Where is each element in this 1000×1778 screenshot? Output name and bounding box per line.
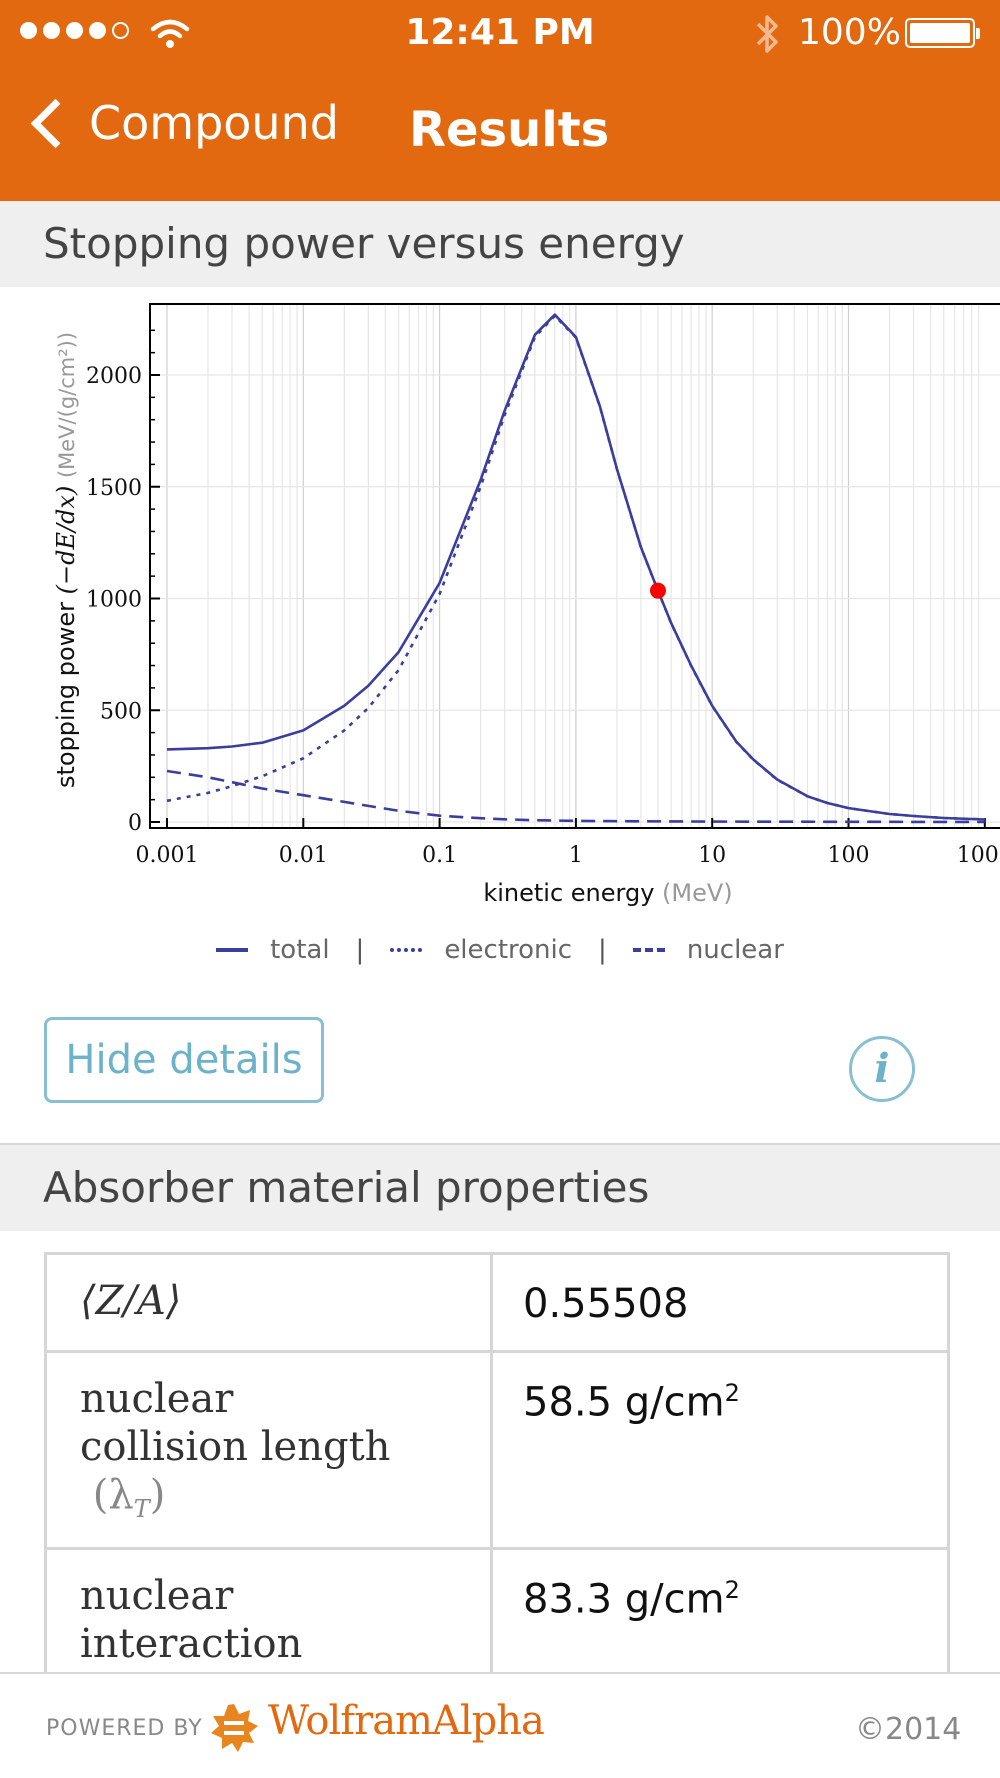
status-bar: 12:41 PM 100% — [0, 0, 1000, 66]
chart-grid — [150, 304, 1000, 828]
y-axis-label-text: stopping power — [52, 602, 80, 788]
page-title: Results — [409, 102, 610, 158]
battery-icon — [905, 18, 980, 48]
property-symbol: (λT) — [92, 1472, 166, 1523]
x-tick-label: 0.001 — [136, 843, 199, 868]
powered-by-label: POWERED BY — [46, 1716, 203, 1741]
current-energy-marker-group — [649, 582, 666, 599]
info-icon[interactable]: i — [849, 1036, 915, 1102]
table-row: ⟨Z/A⟩ 0.55508 — [44, 1252, 950, 1353]
chevron-left-icon — [30, 98, 81, 148]
legend-label-electronic: electronic — [444, 935, 573, 965]
footer: POWERED BY WolframAlpha ©2014 — [0, 1672, 1000, 1778]
section-divider — [0, 1143, 1000, 1145]
legend-label-total: total — [270, 935, 330, 965]
legend-item-total: total — [216, 935, 330, 965]
table-row: nuclear collision length (λT) 58.5 g/cm2 — [44, 1350, 950, 1550]
signal-dot — [66, 22, 83, 39]
section-header-stopping-power: Stopping power versus energy — [0, 201, 1000, 287]
x-tick-label: 0.1 — [422, 843, 457, 868]
y-tick-label: 0 — [128, 811, 142, 836]
property-label-line: nuclear — [80, 1573, 234, 1619]
absorber-properties-table: ⟨Z/A⟩ 0.55508 nuclear collision length (… — [44, 1252, 950, 1690]
x-axis-unit: (MeV) — [662, 879, 733, 907]
y-axis-label: stopping power (−dE/dx) (MeV/(g/cm²)) — [52, 332, 80, 788]
legend-separator: | — [355, 935, 365, 965]
signal-strength-icon — [20, 22, 129, 39]
property-value: 58.5 g/cm2 — [490, 1350, 950, 1550]
x-axis-label: kinetic energy (MeV) — [483, 879, 732, 907]
legend-label-nuclear: nuclear — [686, 935, 784, 965]
y-axis-ticks: 0 500 1000 1500 2000 — [86, 329, 160, 836]
bluetooth-icon — [756, 15, 778, 53]
x-tick-label: 10 — [698, 843, 726, 868]
property-label-line: nuclear — [80, 1376, 234, 1422]
y-tick-label: 1000 — [86, 588, 142, 613]
series-line-electronic — [166, 314, 985, 821]
back-button[interactable]: Compound — [24, 96, 339, 150]
x-tick-label: 0.01 — [279, 843, 328, 868]
copyright: ©2014 — [855, 1712, 962, 1747]
hide-details-button[interactable]: Hide details — [44, 1017, 324, 1103]
y-axis-expr: (−dE/dx) — [52, 486, 80, 595]
status-time: 12:41 PM — [405, 12, 595, 53]
legend-item-nuclear: nuclear — [632, 935, 784, 965]
legend-swatch-solid — [216, 948, 249, 952]
battery-percent: 100% — [798, 12, 901, 53]
x-tick-label: 100 — [828, 843, 870, 868]
x-axis-label-text: kinetic energy — [483, 879, 654, 907]
section-header-absorber: Absorber material properties — [0, 1145, 1000, 1231]
signal-dot — [43, 22, 60, 39]
legend-item-electronic: electronic — [390, 935, 572, 965]
series-line-nuclear — [166, 769, 985, 824]
x-axis-ticks: 0.001 0.01 0.1 1 10 100 1000 — [136, 818, 1000, 868]
z-over-a-label: ⟨Z/A⟩ — [80, 1278, 182, 1324]
y-axis-unit: (MeV/(g/cm²)) — [55, 332, 79, 478]
signal-dot-empty — [112, 22, 129, 39]
signal-dot — [20, 22, 37, 39]
y-tick-label: 1500 — [86, 476, 142, 501]
legend-swatch-dashed — [632, 948, 665, 952]
chart-series — [166, 313, 985, 824]
property-value: 83.3 g/cm2 — [490, 1547, 950, 1690]
legend-separator: | — [598, 935, 607, 965]
table-row: nuclear interaction 83.3 g/cm2 — [44, 1547, 950, 1690]
x-tick-label: 1000 — [957, 843, 1000, 868]
signal-dot — [89, 22, 106, 39]
property-label: nuclear collision length (λT) — [44, 1350, 493, 1550]
legend-swatch-dotted — [390, 948, 423, 952]
chart-legend: total | electronic | nuclear — [0, 935, 1000, 965]
top-bar: 12:41 PM 100% Compound Results — [0, 0, 1000, 201]
back-button-label: Compound — [89, 96, 339, 150]
wifi-icon — [150, 19, 190, 48]
wolframalpha-logo-icon — [211, 1704, 258, 1752]
property-label-line: interaction — [80, 1621, 303, 1667]
x-tick-label: 1 — [569, 843, 583, 868]
property-label-line: collision length — [80, 1424, 391, 1470]
current-energy-marker — [649, 582, 666, 599]
y-tick-label: 2000 — [86, 364, 142, 389]
y-tick-label: 500 — [100, 699, 142, 724]
plot-frame — [149, 303, 1000, 829]
property-label: nuclear interaction — [44, 1547, 493, 1690]
property-label: ⟨Z/A⟩ — [44, 1252, 493, 1353]
property-value: 0.55508 — [490, 1252, 950, 1353]
wolframalpha-brand[interactable]: WolframAlpha — [268, 1698, 545, 1744]
